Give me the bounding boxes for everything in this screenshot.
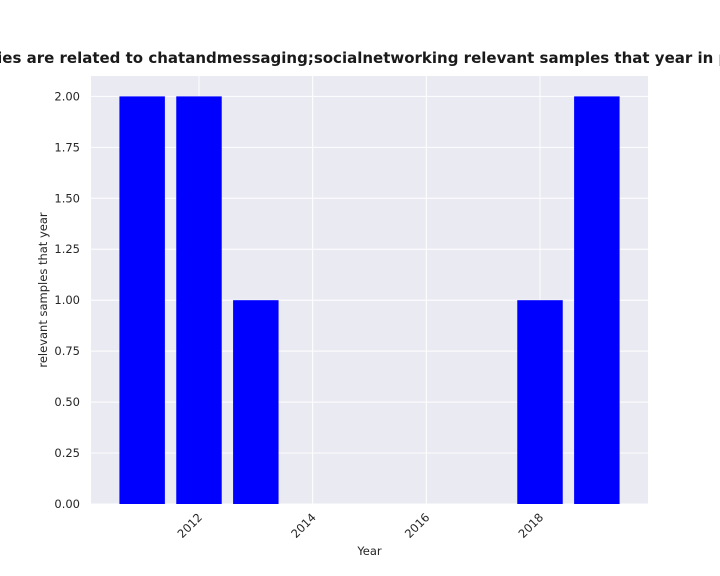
x-tick-label: 2016 (402, 510, 433, 541)
x-tick-label: 2014 (288, 510, 319, 541)
bar-2013 (233, 300, 279, 504)
x-tick-label: 2012 (175, 510, 206, 541)
plot-area (91, 76, 648, 504)
x-tick-label: 2018 (516, 510, 547, 541)
x-axis-label: Year (356, 544, 382, 558)
y-tick-label: 0.00 (54, 497, 80, 511)
chart-title: How many stories are related to chatandm… (0, 49, 720, 67)
y-axis-label: relevant samples that year (36, 212, 50, 368)
bar-2019 (574, 96, 620, 504)
y-tick-label: 2.00 (54, 89, 80, 103)
bars (119, 96, 620, 504)
y-tick-label: 0.25 (54, 446, 80, 460)
bar-2011 (119, 96, 165, 504)
y-tick-label: 1.00 (54, 293, 80, 307)
y-tick-label: 1.75 (54, 140, 80, 154)
x-axis-ticks: 2012 2014 2016 2018 (175, 510, 547, 541)
y-tick-label: 1.50 (54, 191, 80, 205)
bar-2018 (517, 300, 563, 504)
y-tick-label: 1.25 (54, 242, 80, 256)
y-tick-label: 0.50 (54, 395, 80, 409)
y-axis-ticks: 0.00 0.25 0.50 0.75 1.00 1.25 1.50 1.75 2.00 (54, 89, 80, 511)
y-tick-label: 0.75 (54, 344, 80, 358)
bar-2012 (176, 96, 222, 504)
